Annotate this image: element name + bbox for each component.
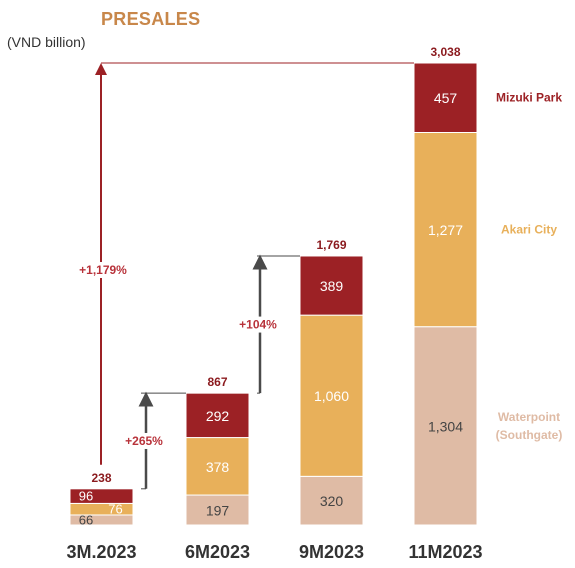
total-label-4: 3,038 — [430, 45, 460, 59]
bar-segment-2-1 — [69, 502, 134, 516]
growth-label-3: +1,179% — [79, 263, 127, 277]
value-label-3-2: 292 — [206, 408, 230, 424]
total-label-3: 1,769 — [316, 238, 346, 252]
category-label-4: 11M2023 — [408, 542, 482, 562]
bar-segment-3-4 — [413, 62, 478, 133]
value-label-3-3: 389 — [320, 278, 344, 294]
legend-1-line-1: Waterpoint — [498, 410, 560, 424]
bar-segment-3-3 — [299, 255, 364, 316]
category-label-2: 6M2023 — [185, 542, 250, 562]
bar-segment-1-3 — [299, 475, 364, 526]
legend-2-line-1: Akari City — [501, 223, 557, 237]
bar-segment-2-4 — [413, 131, 478, 328]
bar-segment-1-4 — [413, 326, 478, 526]
value-label-2-2: 378 — [206, 459, 230, 475]
category-label-1: 3M.2023 — [66, 542, 136, 562]
unit-label: (VND billion) — [7, 34, 86, 50]
value-label-1-2: 197 — [206, 503, 230, 519]
growth-label-1: +265% — [125, 434, 163, 448]
value-label-2-3: 1,060 — [314, 388, 349, 404]
bar-segment-3-2 — [185, 392, 250, 439]
legend-1-line-2: (Southgate) — [496, 428, 563, 442]
chart-title: PRESALES — [101, 9, 201, 29]
bar-segment-3-1 — [69, 488, 134, 504]
value-label-1-1: 66 — [79, 512, 93, 527]
bar-segment-2-3 — [299, 314, 364, 477]
total-label-2: 867 — [207, 375, 227, 389]
growth-label-2: +104% — [239, 318, 277, 332]
value-label-3-4: 457 — [434, 90, 458, 106]
legend-3-line-1: Mizuki Park — [496, 91, 562, 105]
growth-label-bg-1 — [123, 432, 165, 449]
value-label-2-1: 76 — [108, 502, 122, 517]
bar-segment-2-2 — [185, 437, 250, 496]
value-label-1-4: 1,304 — [428, 418, 463, 434]
value-label-2-4: 1,277 — [428, 222, 463, 238]
total-label-1: 238 — [91, 471, 111, 485]
value-label-1-3: 320 — [320, 493, 344, 509]
growth-label-bg-3 — [74, 262, 132, 278]
category-label-3: 9M2023 — [299, 542, 364, 562]
growth-label-bg-2 — [237, 316, 279, 333]
value-label-3-1: 96 — [79, 489, 93, 504]
